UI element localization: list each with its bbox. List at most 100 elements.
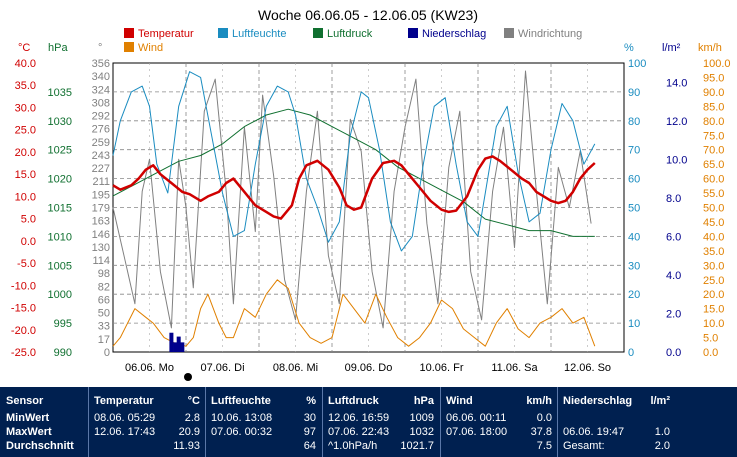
humidity-tick-label: 0 [628,347,634,359]
series-line-windrichtung [112,70,592,329]
humidity-tick-label: 80 [628,116,640,128]
rain-tick-label: 8.0 [666,193,681,205]
wind-tick-label: 25.0 [703,275,724,287]
rain-tick-label: 14.0 [666,77,687,89]
wind-tick-label: 20.0 [703,289,724,301]
direction-tick-label: 50 [98,308,110,320]
table-divider [322,387,323,457]
header-rain: Niederschlag [563,395,633,407]
weather-chart: Woche 06.06.05 - 12.06.05 (KW23) Tempera… [11,7,731,381]
pressure-time: 12.06. 16:59 [328,412,390,424]
temp-tick-label: 25.0 [15,125,36,137]
temp-value: 2.8 [184,412,200,424]
legend-swatch [124,42,134,52]
direction-tick-label: 227 [92,163,110,175]
rain-unit-label: l/m² [662,42,681,54]
wind-tick-label: 75.0 [703,130,724,142]
direction-tick-label: 0 [104,347,110,359]
direction-tick-label: 195 [92,189,110,201]
wind-unit-label: km/h [698,42,722,54]
x-tick-label: 10.06. Fr [419,362,463,374]
pressure-tick-label: 1000 [48,289,72,301]
humidity-value: 97 [303,426,316,438]
wind-tick-label: 100.0 [703,58,731,70]
humidity-tick-label: 90 [628,87,640,99]
legend-label: Luftdruck [327,28,373,40]
humidity-value: 64 [303,440,316,452]
axis-unit-labels: °C hPa ° % l/m² km/h [18,42,722,54]
wind-tick-label: 15.0 [703,304,724,316]
header-humidity: Luftfeuchte [211,395,271,407]
pressure-tick-label: 990 [54,347,72,359]
humidity-tick-label: 20 [628,289,640,301]
header-rain-unit: l/m² [650,395,670,407]
row-label: MinWert [6,412,50,424]
temp-tick-label: 35.0 [15,80,36,92]
rain-bar [173,342,178,352]
wind-tick-label: 60.0 [703,174,724,186]
header-wind: Wind [446,395,473,407]
legend-swatch [218,28,228,38]
chart-title: Woche 06.06.05 - 12.06.05 (KW23) [258,7,478,23]
wind-tick-label: 65.0 [703,159,724,171]
header-pressure: Luftdruck [328,395,379,407]
wind-tick-label: 40.0 [703,231,724,243]
wind-tick-label: 35.0 [703,246,724,258]
direction-tick-label: 276 [92,124,110,136]
humidity-unit-label: % [624,42,634,54]
temp-tick-label: -5.0 [17,258,36,270]
legend-label: Windrichtung [518,28,582,40]
series-line-wind [112,279,596,347]
today-marker-icon [184,373,192,381]
legend-label: Luftfeuchte [232,28,286,40]
rain-tick-label: 10.0 [666,154,687,166]
temp-time: 12.06. 17:43 [94,426,156,438]
wind-tick-label: 85.0 [703,101,724,113]
wind-tick-label: 45.0 [703,217,724,229]
header-temp-unit: °C [187,395,200,407]
temp-value: 20.9 [178,426,200,438]
temp-tick-label: 10.0 [15,191,36,203]
series-line-luftfeuchte [112,71,596,252]
direction-tick-label: 82 [98,281,110,293]
direction-tick-label: 243 [92,150,110,162]
pressure-tick-label: 995 [54,318,72,330]
direction-tick-label: 356 [92,58,110,70]
direction-tick-label: 130 [92,242,110,254]
direction-tick-label: 179 [92,203,110,215]
table-divider [88,387,89,457]
legend-label: Wind [138,42,163,54]
pressure-tick-label: 1015 [48,203,72,215]
series-line-luftdruck [112,108,595,237]
legend-label: Temperatur [138,28,194,40]
humidity-tick-label: 30 [628,260,640,272]
statistics-table: Sensor Temperatur °C Luftfeuchte% Luftdruck h… [0,387,737,457]
direction-tick-label: 292 [92,111,110,123]
legend-swatch [408,28,418,38]
temp-tick-label: 5.0 [21,214,36,226]
pressure-tick-label: 1030 [48,116,72,128]
pressure-value: 1032 [409,426,434,438]
wind-tick-label: 55.0 [703,188,724,200]
direction-unit-label: ° [98,42,102,54]
rain-value: 1.0 [654,426,670,438]
temp-tick-label: -10.0 [11,280,36,292]
legend-label: Niederschlag [422,28,486,40]
rain-bar [176,336,181,352]
legend-swatch [124,28,134,38]
pressure-tick-label: 1035 [48,87,72,99]
rain-bar [169,332,174,352]
x-tick-label: 06.06. Mo [125,362,174,374]
humidity-tick-label: 60 [628,174,640,186]
pressure-tick-label: 1025 [48,145,72,157]
rain-time: Gesamt: [563,440,605,452]
table-divider [557,387,558,457]
header-humidity-unit: % [306,395,316,407]
rain-tick-label: 0.0 [666,347,681,359]
pressure-value: 1009 [409,412,434,424]
temp-unit-label: °C [18,42,30,54]
temp-time: 08.06. 05:29 [94,412,156,424]
direction-tick-label: 66 [98,294,110,306]
wind-tick-label: 10.0 [703,318,724,330]
rain-value: 2.0 [654,440,670,452]
